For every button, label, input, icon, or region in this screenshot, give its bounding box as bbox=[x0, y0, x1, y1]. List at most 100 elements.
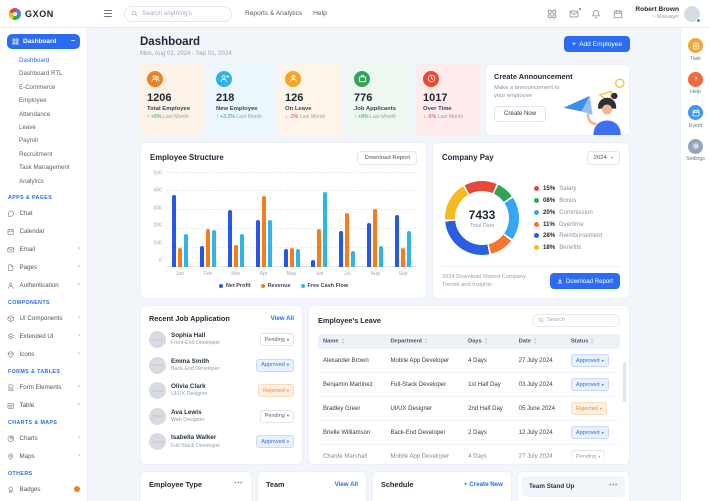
sidebar-item-maps[interactable]: Maps › bbox=[7, 452, 80, 461]
search-input[interactable] bbox=[142, 10, 225, 17]
avatar[interactable] bbox=[684, 5, 701, 23]
sidebar-item-pages[interactable]: Pages › bbox=[7, 263, 80, 272]
sidebar-item-badges[interactable]: Badges bbox=[7, 486, 80, 494]
cell-name: Bradley Greer bbox=[318, 396, 386, 421]
sidebar-item-ui-components[interactable]: UI Components › bbox=[7, 314, 80, 323]
sidebar-subitem-task-management[interactable]: Task Management bbox=[19, 164, 70, 172]
status-dropdown[interactable]: Pending ▾ bbox=[259, 333, 294, 347]
sidebar-item-chat[interactable]: Chat bbox=[7, 210, 80, 218]
sidebar-item-table[interactable]: Table › bbox=[7, 401, 80, 410]
leave-search-input[interactable] bbox=[547, 317, 614, 323]
column-header-status[interactable]: Status bbox=[566, 333, 620, 349]
status-dropdown[interactable]: Approved ▾ bbox=[571, 426, 609, 439]
team-standup-item[interactable]: Team Stand Up ••• bbox=[522, 475, 625, 497]
column-header-name[interactable]: Name bbox=[318, 333, 386, 349]
stat-card-job-applicants: 776 Job Applicants ↑ +8% Last Month bbox=[347, 63, 411, 136]
status-dropdown[interactable]: Pending ▾ bbox=[571, 450, 606, 463]
online-status-dot bbox=[696, 17, 701, 23]
sidebar-subitem-payroll[interactable]: Payroll bbox=[19, 137, 38, 145]
team-view-all-link[interactable]: View All bbox=[334, 480, 358, 488]
legend-dot bbox=[534, 245, 539, 251]
status-dropdown[interactable]: Approved ▾ bbox=[256, 358, 294, 372]
cell-name: Charde Marshall bbox=[318, 444, 386, 464]
sidebar-item-calendar[interactable]: Calendar bbox=[7, 228, 80, 236]
rail-item-event[interactable]: Event bbox=[688, 105, 703, 129]
bar-revenue bbox=[373, 209, 378, 267]
table-scrollbar[interactable] bbox=[623, 361, 626, 402]
rail-item-settings[interactable]: Settings bbox=[686, 138, 705, 162]
donut-center: 7433 Total Data bbox=[455, 191, 509, 246]
sidebar-item-email[interactable]: Email › bbox=[7, 245, 80, 254]
sidebar-subitem-dashboard[interactable]: Dashboard bbox=[19, 57, 50, 64]
applicant-avatar: IMAGE bbox=[149, 356, 166, 374]
schedule-create-new-link[interactable]: + Create New bbox=[464, 481, 503, 488]
sidebar-section-title: FORMS & TABLES bbox=[8, 368, 61, 375]
status-dropdown[interactable]: Pending ▾ bbox=[259, 409, 294, 423]
status-dropdown[interactable]: Rejected ▾ bbox=[571, 402, 607, 415]
add-employee-button[interactable]: + Add Employee bbox=[563, 36, 630, 52]
plus-icon: + bbox=[463, 480, 470, 488]
employee-type-title: Employee Type bbox=[149, 479, 202, 489]
bar-group-sep bbox=[389, 173, 417, 267]
download-report-primary-button[interactable]: Download Report bbox=[549, 273, 620, 290]
dashboard-submenu: Dashboard Dashboard RTL E-Commerce Employee… bbox=[19, 57, 80, 185]
sidebar-item-charts[interactable]: Charts › bbox=[7, 434, 80, 443]
sidebar-item-extended-ui[interactable]: Extended UI › bbox=[7, 332, 80, 341]
rail-item-help[interactable]: ? Help bbox=[688, 71, 703, 95]
more-options-icon[interactable]: ••• bbox=[609, 481, 618, 489]
badge-icon bbox=[7, 486, 15, 494]
user-text: Robert Brown ~ Manager bbox=[635, 6, 679, 21]
bell-icon[interactable] bbox=[591, 9, 601, 19]
sidebar-subitem-analytics[interactable]: Analytics bbox=[19, 177, 44, 185]
more-options-icon[interactable]: ••• bbox=[234, 479, 243, 487]
notification-dot bbox=[577, 6, 582, 11]
mail-icon[interactable] bbox=[569, 6, 582, 19]
menu-toggle-icon[interactable] bbox=[102, 8, 114, 19]
top-nav: Reports & Analytics Help bbox=[245, 10, 327, 17]
bar-group-mar bbox=[222, 173, 250, 267]
create-now-button[interactable]: Create Now bbox=[494, 105, 547, 122]
logo[interactable]: GXON bbox=[0, 7, 88, 20]
sidebar-item-dashboard-active[interactable]: Dashboard − bbox=[7, 34, 80, 49]
rail-item-task[interactable]: Task bbox=[688, 38, 703, 62]
sidebar-item-form-elements[interactable]: Form Elements › bbox=[7, 383, 80, 392]
sidebar-item-label: Calendar bbox=[19, 227, 45, 235]
cell-department: Back-End Developer bbox=[385, 420, 464, 445]
sidebar-subitem-leave[interactable]: Leave bbox=[19, 123, 36, 131]
nav-reports-analytics[interactable]: Reports & Analytics bbox=[245, 10, 303, 17]
sidebar-subitem-attendance[interactable]: Attendance bbox=[19, 110, 51, 118]
task-icon bbox=[688, 38, 703, 53]
sidebar-subitem-e-commerce[interactable]: E-Commerce bbox=[19, 83, 56, 91]
column-header-days[interactable]: Days bbox=[463, 333, 514, 349]
sidebar-item-icons[interactable]: Icons › bbox=[7, 350, 80, 359]
job-applications-view-all-link[interactable]: View All bbox=[270, 314, 294, 322]
stat-value: 1206 bbox=[147, 91, 172, 104]
apps-grid-icon[interactable] bbox=[547, 9, 557, 19]
global-search[interactable] bbox=[124, 5, 232, 22]
bar-net-profit bbox=[227, 210, 232, 267]
status-dropdown[interactable]: Approved ▾ bbox=[571, 354, 609, 367]
applicant-role: UI/UX Designer bbox=[171, 391, 208, 398]
calendar-icon[interactable] bbox=[613, 9, 623, 19]
year-select[interactable]: 2024 ▾ bbox=[586, 150, 620, 165]
donut-total-label: Total Data bbox=[469, 222, 495, 229]
user-menu[interactable]: Robert Brown ~ Manager bbox=[635, 5, 701, 23]
sidebar-subitem-dashboard-rtl[interactable]: Dashboard RTL bbox=[19, 70, 63, 78]
bar-chart-x-axis: Jan Feb Mar Apr May Jun Jul Aug Sep bbox=[166, 271, 417, 277]
sidebar-subitem-recruitment[interactable]: Recruitment bbox=[19, 150, 53, 158]
bar-free-cash-flow bbox=[239, 233, 244, 267]
download-report-button[interactable]: Download Report bbox=[357, 150, 417, 165]
status-dropdown[interactable]: Approved ▾ bbox=[571, 378, 609, 391]
stat-label: Job Applicants bbox=[354, 105, 397, 112]
sidebar-subitem-employee[interactable]: Employee bbox=[19, 97, 47, 105]
column-header-date[interactable]: Date bbox=[513, 333, 567, 349]
donut-chart: 7433 Total Data bbox=[445, 181, 519, 256]
status-dropdown[interactable]: Approved ▾ bbox=[256, 435, 294, 449]
status-dropdown[interactable]: Rejected ▾ bbox=[258, 384, 294, 398]
leave-search[interactable] bbox=[532, 313, 620, 327]
nav-help[interactable]: Help bbox=[313, 10, 327, 17]
column-header-department[interactable]: Department bbox=[385, 333, 464, 349]
stat-label: On Leave bbox=[285, 105, 312, 112]
stat-card-over-time: 1017 Over Time ↓ -6% Last Month bbox=[416, 63, 480, 136]
sidebar-item-authentication[interactable]: Authentication › bbox=[7, 281, 80, 290]
